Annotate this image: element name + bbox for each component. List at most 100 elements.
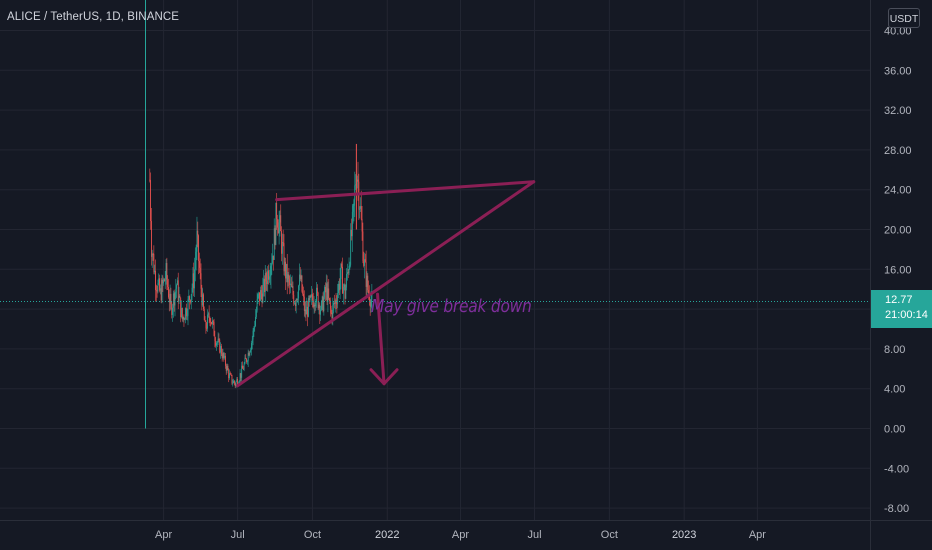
candle-body [363, 261, 365, 266]
candle-body [258, 292, 260, 295]
candle-body [221, 354, 223, 358]
candle-body [342, 266, 343, 294]
candle-body [172, 307, 173, 315]
candle-body [365, 261, 367, 287]
candle-body [197, 230, 199, 236]
candle-series [145, 0, 373, 429]
candle-body [336, 303, 338, 305]
x-tick-label: Oct [304, 529, 321, 541]
candle-body [357, 179, 359, 182]
candle-body [305, 309, 307, 315]
candle-body [246, 361, 248, 363]
candle-body [264, 273, 266, 293]
candle-body [260, 290, 261, 301]
candle-body [251, 343, 252, 350]
x-tick-label: Apr [452, 529, 469, 541]
candle-body [339, 279, 341, 291]
candle-body [271, 263, 273, 267]
candle-body [294, 302, 295, 304]
candle-body [277, 227, 279, 234]
candle-body [307, 298, 309, 317]
candle-body [210, 321, 212, 323]
candle-body [322, 296, 324, 312]
candle-body [246, 358, 247, 362]
candle-body [344, 284, 346, 299]
candle-body [254, 326, 256, 329]
candle-body [242, 365, 243, 369]
candle-body [240, 373, 242, 378]
candle-body [164, 279, 165, 282]
candle-body [298, 285, 300, 299]
candle-body [233, 380, 234, 384]
candle-body [347, 272, 348, 274]
candle-body [185, 308, 187, 316]
candle-body [261, 293, 263, 303]
candle-body [188, 296, 190, 300]
candle-body [302, 291, 304, 294]
candle-body [371, 292, 373, 300]
candle-body [349, 264, 351, 266]
candle-body [223, 352, 225, 358]
candle-body [247, 352, 249, 362]
candle-body [150, 180, 151, 221]
candle-body [294, 302, 296, 307]
y-tick-label: 36.00 [884, 65, 912, 77]
candle-body [198, 235, 199, 261]
y-tick-label: 40.00 [884, 26, 912, 38]
candle-body [245, 357, 247, 359]
candle-body [174, 292, 176, 306]
candle-body [260, 290, 262, 294]
candle-body [270, 266, 272, 276]
candle-body [155, 289, 157, 291]
candle-body [274, 228, 276, 245]
candle-body [337, 292, 339, 304]
candle-body [307, 306, 308, 317]
candle-body [243, 363, 245, 370]
candle-body [173, 293, 175, 306]
candle-body [348, 265, 350, 274]
trend-line [236, 180, 536, 388]
currency-button[interactable]: USDT [888, 8, 920, 28]
candle-body [227, 365, 229, 370]
candle-body [341, 263, 343, 267]
candle-body [281, 241, 283, 254]
candle-body [272, 255, 274, 264]
candle-body [293, 294, 295, 304]
candle-body [204, 320, 206, 322]
candle-body [253, 328, 255, 331]
candle-body [232, 383, 234, 384]
candle-body [330, 308, 332, 313]
candle-body [360, 206, 361, 209]
candle-body [269, 275, 271, 277]
symbol-title[interactable]: ALICE / TetherUS, 1D, BINANCE [7, 11, 180, 23]
candle-body [199, 267, 201, 274]
candle-body [190, 294, 192, 303]
candle-body [163, 279, 165, 284]
x-tick-label: Jul [527, 529, 541, 541]
candle-body [238, 381, 240, 384]
candle-body [208, 313, 210, 319]
candle-body [351, 211, 353, 237]
candle-body [324, 286, 326, 298]
candle-body [366, 275, 368, 287]
candle-body [316, 287, 318, 293]
candle-body [193, 273, 195, 289]
candle-body [170, 293, 172, 305]
candle-body [179, 295, 181, 298]
candle-body [166, 263, 168, 281]
annotation-text[interactable]: May give break down [371, 296, 532, 317]
candle-body [273, 255, 274, 260]
candle-body [347, 272, 349, 274]
candle-body [265, 273, 267, 282]
trend-line [275, 180, 536, 202]
candle-body [255, 310, 257, 317]
candle-body [190, 299, 191, 303]
candle-body [149, 179, 151, 181]
candle-body [165, 263, 167, 280]
drawing-layer[interactable] [0, 180, 870, 388]
candle-body [369, 301, 371, 307]
candle-body [255, 316, 256, 327]
candle-body [230, 374, 232, 376]
